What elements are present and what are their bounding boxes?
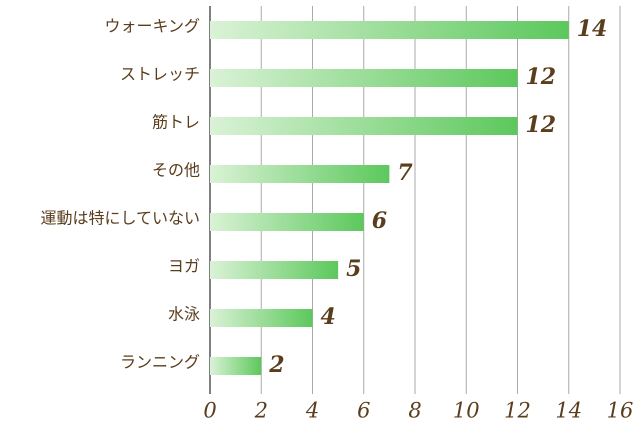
bar: [210, 165, 390, 183]
value-label: 12: [526, 64, 557, 90]
x-tick-label: 8: [408, 399, 421, 423]
y-tick-label: 運動は特にしていない: [40, 209, 200, 228]
value-label: 6: [372, 208, 387, 234]
y-tick-label: ランニング: [120, 353, 200, 372]
value-label: 4: [321, 304, 336, 330]
y-tick-label: その他: [152, 161, 200, 180]
value-label: 5: [346, 256, 361, 282]
y-tick-label: ウォーキング: [104, 17, 200, 36]
bar: [210, 309, 313, 327]
bar: [210, 117, 518, 135]
x-tick-label: 6: [357, 399, 370, 423]
x-tick-label: 12: [504, 399, 531, 423]
x-tick-label: 14: [555, 399, 582, 423]
bar: [210, 69, 518, 87]
bar: [210, 357, 262, 375]
y-tick-label: 筋トレ: [152, 113, 200, 132]
value-label: 2: [268, 352, 284, 378]
x-tick-label: 10: [453, 399, 480, 423]
y-tick-label: ストレッチ: [120, 65, 200, 84]
bar: [210, 261, 339, 279]
value-label: 7: [397, 160, 413, 186]
bar: [210, 21, 569, 39]
x-tick-label: 2: [254, 399, 268, 423]
bar: [210, 213, 364, 231]
x-tick-label: 4: [305, 399, 319, 423]
y-tick-label: 水泳: [168, 305, 200, 324]
y-tick-label: ヨガ: [168, 257, 200, 276]
x-tick-label: 0: [203, 399, 216, 423]
value-label: 12: [526, 112, 557, 138]
x-tick-label: 16: [607, 399, 634, 423]
value-label: 14: [577, 16, 608, 42]
